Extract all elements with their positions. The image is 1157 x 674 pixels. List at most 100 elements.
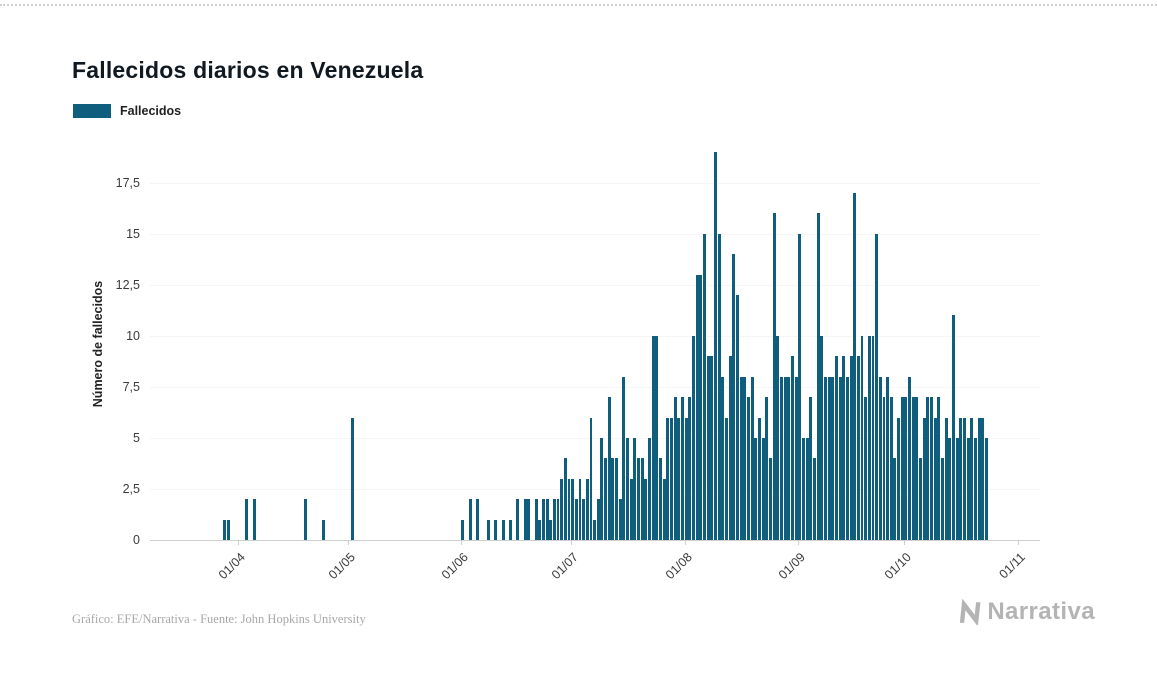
bar [582,499,586,540]
bar [226,519,230,540]
bar [593,519,597,540]
bar [886,376,890,540]
bar [926,397,930,540]
bar [640,458,644,540]
bar [933,417,937,540]
gridline [150,540,1040,541]
bar [970,417,974,540]
bar [633,437,637,540]
bar [673,397,677,540]
source-credit: Gráfico: EFE/Narrativa - Fuente: John Ho… [72,612,366,626]
bar [589,417,593,540]
bar [790,356,794,540]
bar [838,376,842,540]
bar [754,437,758,540]
bar [475,499,479,540]
bar [860,335,864,540]
bar [721,376,725,540]
bar [878,376,882,540]
y-tick-label: 10 [126,328,140,343]
legend: Fallecidos [73,104,181,118]
bar [974,437,978,540]
x-tick-mark [461,540,463,545]
x-tick-mark [1018,540,1020,545]
bar [527,499,531,540]
y-tick-label: 17,5 [115,175,140,190]
narrativa-logo-text: Narrativa [987,598,1095,625]
bar [768,458,772,540]
bar [952,315,956,540]
bar [695,274,699,540]
bar [637,458,641,540]
bar [556,499,560,540]
x-tick-label: 01/07 [549,550,582,583]
bar [710,356,714,540]
bar [948,437,952,540]
page-title: Fallecidos diarios en Venezuela [72,57,424,84]
bar [842,356,846,540]
bar [486,519,490,540]
bar [703,233,706,540]
bar [552,499,556,540]
bar [626,437,630,540]
y-tick-label: 7,5 [122,379,140,394]
bar [849,356,853,540]
narrativa-logo-icon [958,599,984,625]
bar [981,417,985,540]
bar [611,458,615,540]
bar [772,213,776,540]
bar [508,519,512,540]
bar [618,499,622,540]
bar [666,417,670,540]
bar [875,233,879,540]
x-tick-label: 01/05 [325,550,358,583]
bar [732,254,736,540]
bar [468,499,472,540]
bar [897,417,901,540]
bar [831,376,835,540]
bar [644,478,648,540]
bar [549,519,553,540]
chart: 0 2,5 5 7,5 10 12,5 15 17,5 01/04 01/05 01/06 01/07… [116,148,1040,582]
bar [816,213,820,540]
bar [809,397,813,540]
bar [794,376,798,540]
x-tick-mark [684,540,686,545]
x-tick-label: 01/09 [776,550,809,583]
gridline [150,335,1040,337]
gridline [150,182,1040,184]
bar [805,437,809,540]
legend-swatch [73,104,111,118]
x-tick-label: 01/06 [439,550,472,583]
bar [571,478,575,540]
bar [750,376,754,540]
bar [911,397,915,540]
bar [670,417,674,540]
bar [607,397,611,540]
bar [871,335,875,540]
bar [681,397,685,540]
bar [684,417,688,540]
gridline [150,488,1040,490]
bar [743,376,747,540]
y-tick-label: 5 [133,430,140,445]
bar [739,376,743,540]
bar [600,437,604,540]
bar [864,397,868,540]
x-tick-label: 01/10 [882,550,915,583]
bar [563,458,567,540]
x-tick-mark [571,540,573,545]
gridline [150,386,1040,388]
bar [615,458,619,540]
bar [765,397,769,540]
bar [545,499,549,540]
bar [827,376,831,540]
y-tick-label: 15 [126,226,140,241]
bar [725,417,728,540]
bar [596,499,600,540]
bar [882,397,886,540]
plot-area: 0 2,5 5 7,5 10 12,5 15 17,5 01/04 01/05 01/06 01/07… [116,148,1040,582]
bar [538,519,542,540]
bar [922,417,926,540]
gridline [150,437,1040,439]
